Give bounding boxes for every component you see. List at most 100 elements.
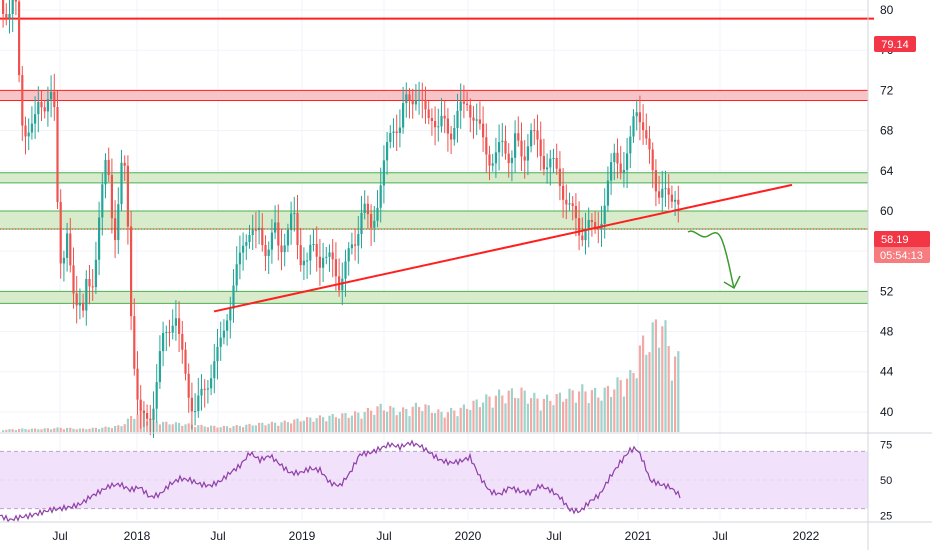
volume-bar [667,345,670,432]
candle-body [549,158,552,168]
volume-bar [427,405,430,432]
candle-body [350,244,353,249]
candle-body [565,199,568,205]
volume-bar [104,426,107,432]
volume-bar [616,377,619,432]
candle-body [658,191,661,198]
candle-body [459,101,462,111]
price-tick-label: 68 [880,124,894,138]
candle-body [398,127,401,133]
volume-bar [238,425,241,432]
volume-bar [354,411,357,432]
candle-body [619,163,622,174]
volume-bar [171,424,174,432]
candle-body [360,212,363,235]
candle-body [290,213,293,230]
candle-body [264,245,267,256]
volume-bar [216,427,219,432]
candle-body [354,244,357,246]
volume-bar [72,428,75,432]
volume-bar [424,404,427,432]
candle-body [469,104,472,118]
volume-bar [654,319,657,432]
volume-bar [322,417,325,432]
candle-body [491,163,494,166]
volume-bar [98,429,101,432]
volume-bar [75,429,78,432]
volume-bar [648,352,651,432]
candle-body [482,123,485,138]
volume-bar [469,409,472,432]
candle-body [373,220,376,228]
candle-body [536,130,539,140]
price-tick-label: 80 [880,3,894,17]
candle-body [667,188,670,195]
volume-bar [117,425,120,432]
candle-body [334,259,337,277]
volume-bar [658,347,661,432]
volume-bar [114,425,117,432]
candle-body [229,308,232,321]
candle-body [645,130,648,139]
volume-bar [376,406,379,432]
time-tick-label: 2021 [625,529,652,543]
price-tick-label: 60 [880,204,894,218]
candle-body [392,131,395,133]
volume-bar [440,411,443,432]
volume-bar [629,370,632,432]
candle-body [62,257,65,264]
volume-bar [274,422,277,432]
volume-bar [46,428,49,432]
volume-bar [91,427,94,432]
price-tick-label: 40 [880,405,894,419]
candle-body [56,107,59,203]
resistance-zone [0,90,868,101]
candle-body [213,361,216,379]
rsi-tick-label: 50 [880,475,892,487]
candle-body [274,222,277,233]
candle-body [325,256,328,258]
volume-bar [133,418,136,432]
volume-bar [366,407,369,432]
candle-body [446,118,449,134]
candle-body [101,184,104,218]
volume-bar [405,408,408,432]
candle-body [69,233,72,266]
volume-bar [357,412,360,432]
volume-bar [536,398,539,432]
volume-bar [542,398,545,432]
candle-body [635,112,638,117]
candle-body [184,349,187,374]
candle-body [11,0,14,14]
volume-bar [626,378,629,432]
candle-body [280,245,283,253]
volume-bar [411,406,414,432]
volume-bar [514,397,517,432]
candle-body [574,205,577,219]
volume-bar [498,389,501,432]
candle-body [501,140,504,143]
volume-bar [27,429,30,432]
volume-bar [219,427,222,432]
candle-body [34,114,37,124]
candle-body [632,116,635,137]
volume-bar [619,380,622,432]
volume-bar [661,326,664,432]
candle-body [85,278,88,311]
volume-bar [475,399,478,432]
candle-body [120,162,123,205]
volume-bar [370,410,373,432]
price-tick-label: 52 [880,284,894,298]
volume-bar [533,392,536,432]
volume-bar [245,424,248,432]
volume-bar [296,418,299,432]
candle-body [661,188,664,198]
volume-bar [315,418,318,432]
volume-bar [642,335,645,432]
volume-bar [491,407,494,432]
candle-body [200,388,203,396]
volume-bar [5,429,8,432]
volume-bar [574,402,577,432]
